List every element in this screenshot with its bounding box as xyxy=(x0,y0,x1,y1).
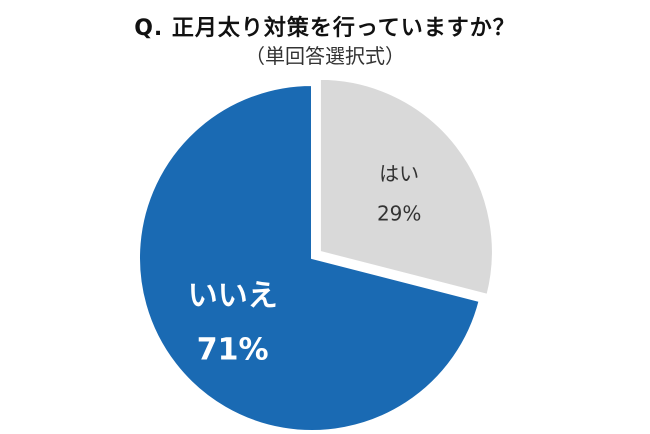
slice-value-1: 71% xyxy=(197,332,269,367)
slice-label-1: いいえ xyxy=(188,278,278,313)
chart-title: Q. 正月太り対策を行っていますか？ xyxy=(134,16,516,41)
pie-labels: はい 29% いいえ 71% xyxy=(188,161,422,367)
chart-subtitle: （単回答選択式） xyxy=(245,44,405,68)
slice-label-0: はい xyxy=(379,161,419,185)
slice-value-0: 29% xyxy=(377,201,421,225)
pie-slice-0 xyxy=(318,77,494,297)
pie-slices xyxy=(138,77,494,432)
pie-slice-1 xyxy=(138,83,481,432)
